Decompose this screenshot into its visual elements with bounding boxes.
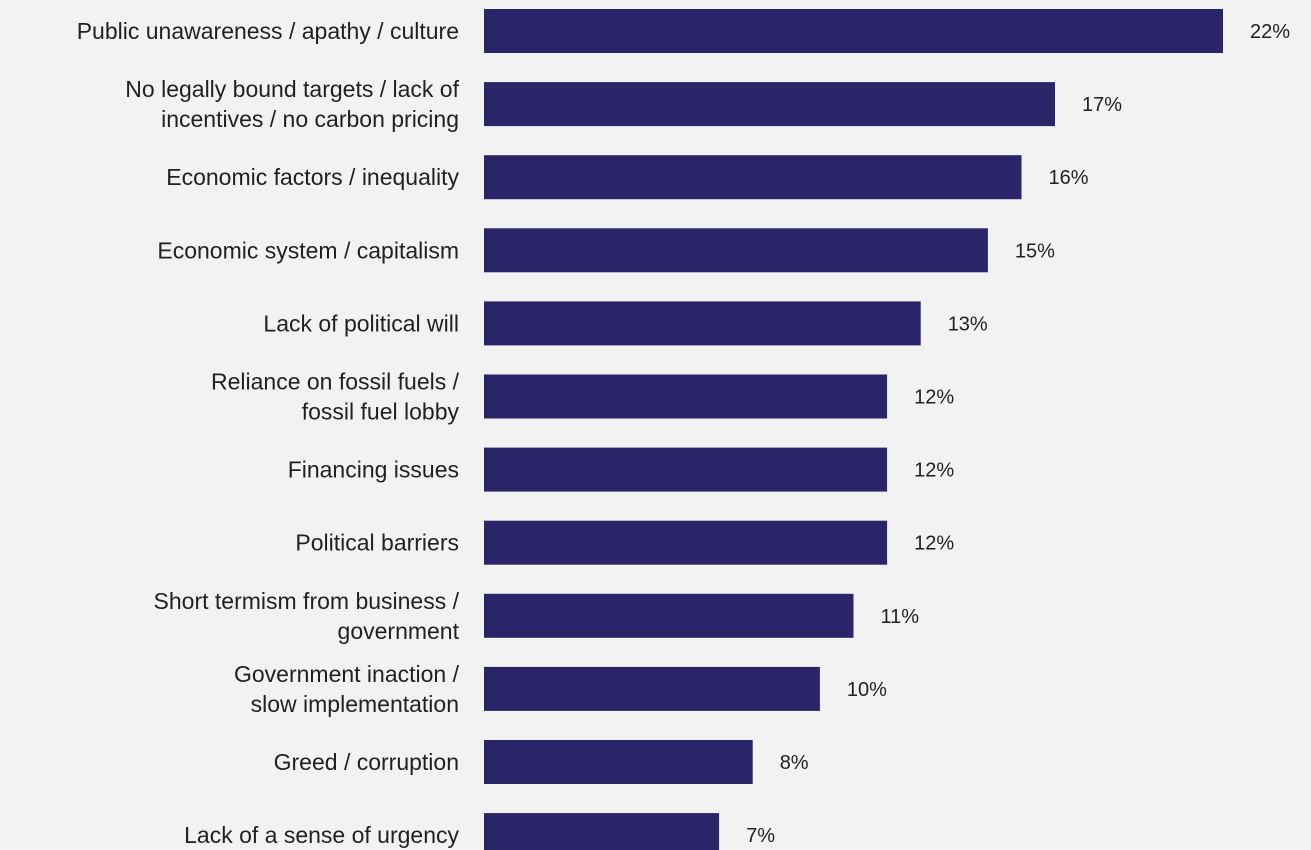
value-label-public-unawareness-apathy-culture: 22% xyxy=(1250,21,1290,43)
category-label-line: Economic system / capitalism xyxy=(157,237,459,263)
value-label-political-barriers: 12% xyxy=(914,533,954,555)
value-label-short-termism-from-business-government: 11% xyxy=(881,606,920,628)
category-label-public-unawareness-apathy-culture: Public unawareness / apathy / culture xyxy=(77,18,459,44)
bar-political-barriers xyxy=(484,520,888,565)
category-label-economic-factors-inequality: Economic factors / inequality xyxy=(166,164,459,190)
category-label-short-termism-from-business-government: Short termism from business / government xyxy=(154,588,460,644)
value-label-lack-of-a-sense-of-urgency: 7% xyxy=(746,825,775,847)
bar-greed-corruption xyxy=(484,740,753,784)
bar-economic-factors-inequality xyxy=(484,155,1022,200)
category-label-line: Lack of a sense of urgency xyxy=(184,822,459,848)
category-label-greed-corruption: Greed / corruption xyxy=(274,749,459,775)
category-label-financing-issues: Financing issues xyxy=(288,457,459,483)
category-label-government-inaction-slow-implementation: Government inaction / slow implementation xyxy=(234,661,460,717)
category-label-line: incentives / no carbon pricing xyxy=(161,106,459,132)
category-label-line: Lack of political will xyxy=(263,310,459,336)
category-label-line: Government inaction / xyxy=(234,661,460,687)
value-label-economic-factors-inequality: 16% xyxy=(1049,167,1089,189)
value-label-economic-system-capitalism: 15% xyxy=(1015,240,1055,262)
bar-government-inaction-slow-implementation xyxy=(484,666,820,711)
category-label-line: No legally bound targets / lack of xyxy=(125,76,459,102)
category-label-line: fossil fuel lobby xyxy=(302,399,460,425)
category-labels-group: Public unawareness / apathy / culture No … xyxy=(77,18,460,848)
bar-reliance-on-fossil-fuels-fossil-fuel-lobby xyxy=(484,374,888,419)
bar-public-unawareness-apathy-culture xyxy=(484,9,1223,53)
category-label-line: government xyxy=(338,618,460,644)
bar-short-termism-from-business-government xyxy=(484,593,854,638)
category-label-line: Greed / corruption xyxy=(274,749,459,775)
bar-lack-of-a-sense-of-urgency xyxy=(484,813,720,850)
category-label-line: Political barriers xyxy=(295,530,459,556)
value-label-reliance-on-fossil-fuels-fossil-fuel-lobby: 12% xyxy=(914,387,954,409)
category-label-reliance-on-fossil-fuels-fossil-fuel-lobby: Reliance on fossil fuels / fossil fuel lo… xyxy=(211,369,460,425)
bar-no-legally-bound-targets-lack-of-incentives-no-carbon-pricing xyxy=(484,82,1055,127)
category-label-political-barriers: Political barriers xyxy=(295,530,459,556)
value-label-lack-of-political-will: 13% xyxy=(948,313,988,335)
category-label-lack-of-a-sense-of-urgency: Lack of a sense of urgency xyxy=(184,822,459,848)
category-label-line: Economic factors / inequality xyxy=(166,164,459,190)
category-label-line: Reliance on fossil fuels / xyxy=(211,369,460,395)
value-label-government-inaction-slow-implementation: 10% xyxy=(847,679,887,701)
value-label-financing-issues: 12% xyxy=(914,460,954,482)
bar-lack-of-political-will xyxy=(484,301,921,346)
category-label-no-legally-bound-targets-lack-of-incentives-no-carbon-pricing: No legally bound targets / lack of incent… xyxy=(125,76,459,132)
category-label-economic-system-capitalism: Economic system / capitalism xyxy=(157,237,459,263)
category-label-line: slow implementation xyxy=(251,691,459,717)
value-label-no-legally-bound-targets-lack-of-incentives-no-carbon-pricing: 17% xyxy=(1082,94,1122,116)
bars-group xyxy=(484,9,1223,850)
bar-economic-system-capitalism xyxy=(484,228,988,273)
value-label-greed-corruption: 8% xyxy=(780,752,809,774)
bar-financing-issues xyxy=(484,447,888,492)
category-label-line: Short termism from business / xyxy=(154,588,460,614)
value-labels-group: 22% 17% 16% 15% 13% 12% 12% 12% 11% 10% 8% 7% xyxy=(746,21,1290,847)
category-label-lack-of-political-will: Lack of political will xyxy=(263,310,459,336)
category-label-line: Financing issues xyxy=(288,457,459,483)
category-label-line: Public unawareness / apathy / culture xyxy=(77,18,459,44)
